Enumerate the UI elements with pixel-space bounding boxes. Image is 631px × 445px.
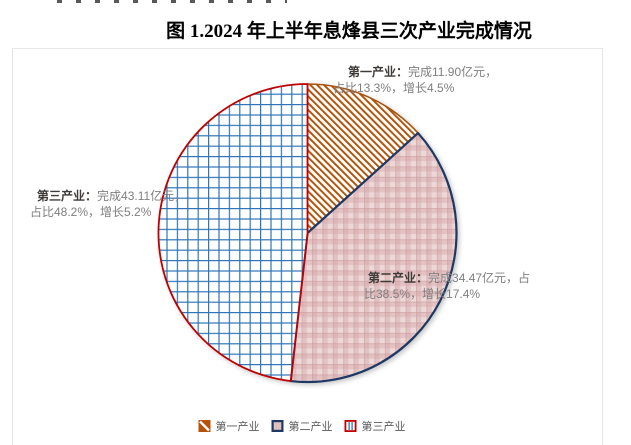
chart-frame xyxy=(12,48,603,445)
label-tertiary-industry: 第三产业：完成43.11亿元， 占比48.2%，增长5.2% xyxy=(30,188,186,220)
label-tertiary-line2: 占比48.2%，增长5.2% xyxy=(30,205,152,219)
label-tertiary-lead: 第三产业： xyxy=(37,189,98,203)
label-primary-line2: 占比13.3%，增长4.5% xyxy=(333,81,455,95)
label-secondary-line2: 比38.5%，增长17.4% xyxy=(364,287,481,301)
legend-label-secondary: 第二产业 xyxy=(288,421,333,433)
pie-slice-secondary-industry[interactable] xyxy=(289,131,458,384)
legend-item-secondary-industry[interactable]: 第二产业 xyxy=(271,418,333,434)
pie-slice-tertiary-industry[interactable] xyxy=(157,83,309,382)
label-primary-lead: 第一产业： xyxy=(348,65,409,79)
pie-slice-primary-industry[interactable] xyxy=(306,83,419,234)
legend-item-primary-industry[interactable]: 第一产业 xyxy=(198,418,260,434)
legend-swatch-grid-icon xyxy=(344,420,357,432)
label-primary-industry: 第一产业：完成11.90亿元， 占比13.3%，增长4.5% xyxy=(333,64,497,96)
legend-item-tertiary-industry[interactable]: 第三产业 xyxy=(344,418,406,434)
label-secondary-line1: 完成34.47亿元，占 xyxy=(428,271,531,285)
legend-swatch-plaid-icon xyxy=(271,420,284,432)
cropped-text-fragments xyxy=(57,0,287,3)
chart-legend: 第一产业 第二产业 第三产业 xyxy=(198,418,406,434)
chart-title: 图 1.2024 年上半年息烽县三次产业完成情况 xyxy=(166,21,532,42)
legend-swatch-hatch-icon xyxy=(198,420,211,432)
legend-label-primary: 第一产业 xyxy=(215,421,260,433)
label-tertiary-line1: 完成43.11亿元， xyxy=(97,189,187,203)
label-secondary-lead: 第二产业： xyxy=(368,271,429,285)
label-primary-line1: 完成11.90亿元， xyxy=(408,65,498,79)
legend-label-tertiary: 第三产业 xyxy=(361,421,406,433)
label-secondary-industry: 第二产业：完成34.47亿元，占 比38.5%，增长17.4% xyxy=(364,270,530,302)
